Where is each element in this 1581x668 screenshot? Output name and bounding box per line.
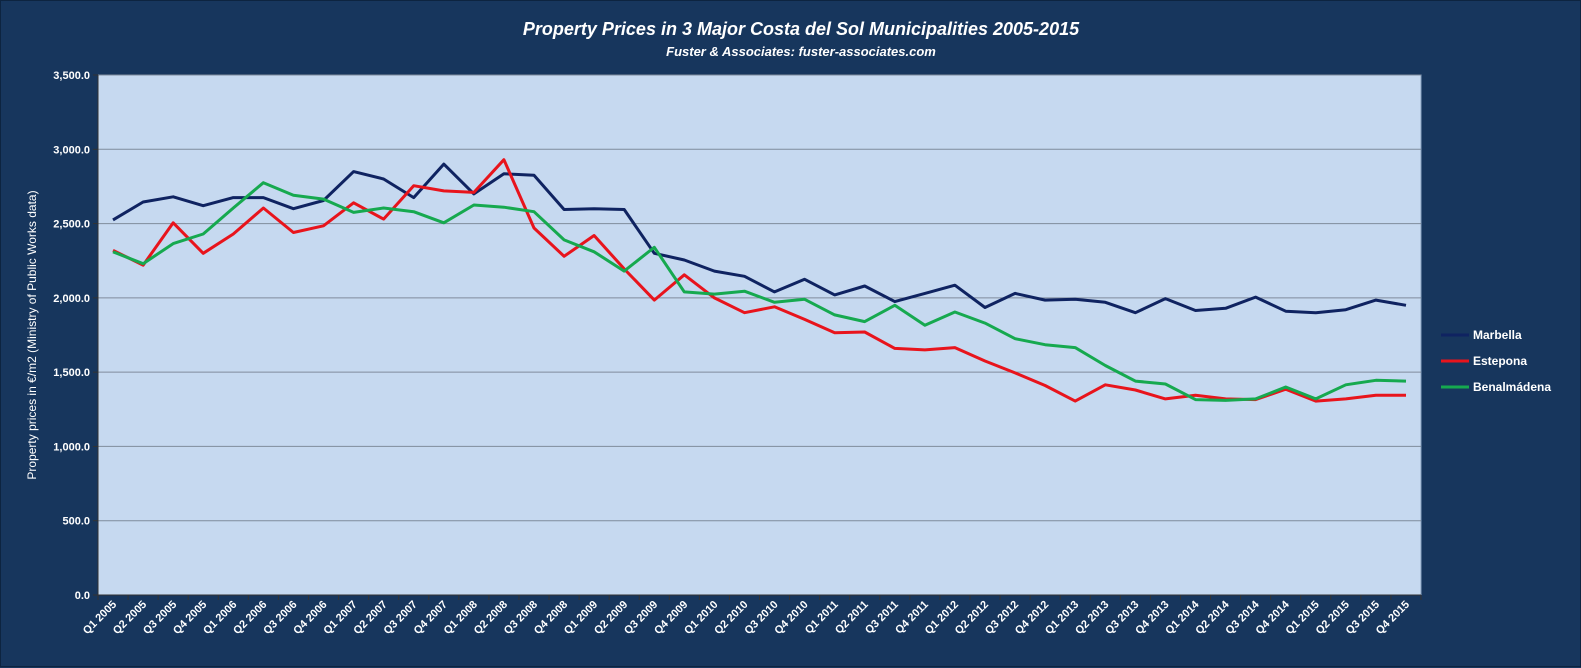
y-tick-label: 1,500.0	[53, 367, 90, 379]
y-tick-label: 3,500.0	[53, 70, 90, 82]
plot-area	[97, 74, 1422, 596]
gridlines	[98, 74, 1421, 522]
chart-subtitle: Fuster & Associates: fuster-associates.c…	[666, 44, 936, 59]
y-tick-label: 1,000.0	[53, 441, 90, 453]
y-axis-label: Property prices in €/m2 (Ministry of Pub…	[25, 190, 39, 479]
series-lines	[112, 158, 1407, 403]
series-line-benalmadena	[112, 181, 1407, 402]
y-tick-label: 2,000.0	[53, 293, 90, 305]
legend-label: Benalmádena	[1473, 380, 1551, 394]
x-tick-label: Q4 2015	[1374, 599, 1412, 637]
y-tick-label: 2,500.0	[53, 219, 90, 231]
legend-label: Marbella	[1473, 328, 1522, 342]
legend: Marbella Estepona Benalmádena	[1441, 328, 1551, 394]
legend-label: Estepona	[1473, 354, 1527, 368]
y-tick-label: 0.0	[75, 590, 90, 602]
y-tick-label: 3,000.0	[53, 144, 90, 156]
y-axis-ticks: 0.0 500.0 1,000.0 1,500.0 2,000.0 2,500.0 3,00…	[53, 70, 98, 602]
series-line-marbella	[112, 162, 1407, 315]
chart-title: Property Prices in 3 Major Costa del Sol…	[523, 19, 1080, 39]
y-tick-label: 500.0	[62, 516, 90, 528]
